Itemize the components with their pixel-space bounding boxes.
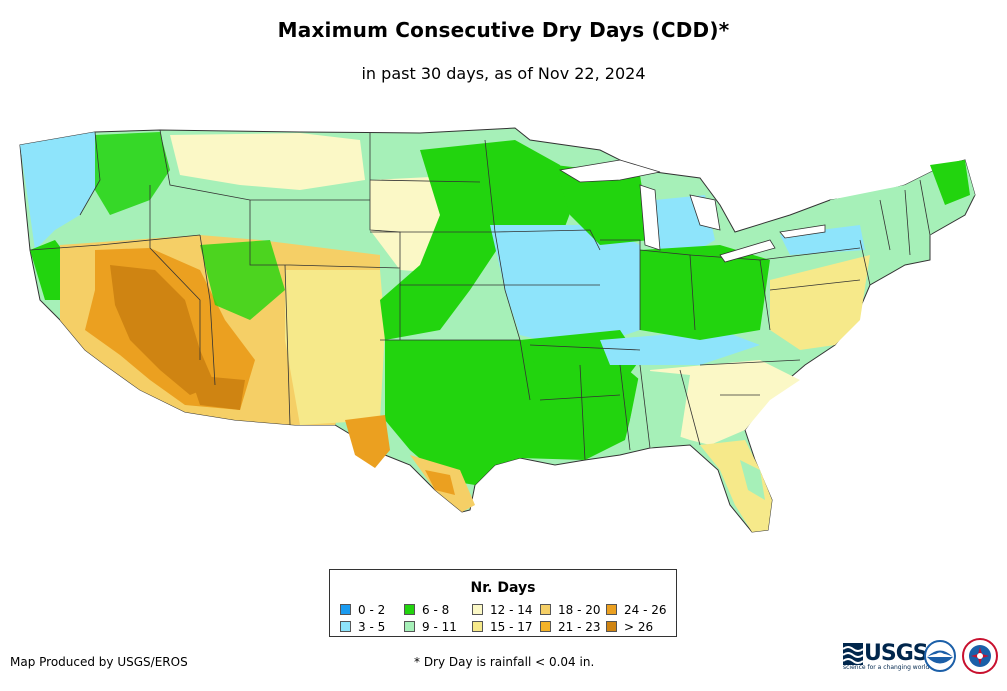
region-florida [700,440,772,532]
lake-erie [719,239,776,263]
legend-label: 9 - 11 [422,620,457,634]
legend-swatch [404,604,415,615]
region-west-tx-orange [345,415,390,468]
region-utah-green [200,240,285,320]
legend-swatch [340,604,351,615]
legend-swatch [340,621,351,632]
usgs-wave-icon [843,643,863,665]
map-subtitle: in past 30 days, as of Nov 22, 2024 [361,64,646,83]
legend-label: 18 - 20 [558,603,601,617]
legend-item-over-26: > 26 [606,620,653,634]
lake-ontario [779,224,826,239]
region-midatlantic-yellow [770,255,870,350]
legend-item-18-20: 18 - 20 [540,603,601,617]
legend-swatch [606,604,617,615]
legend-item-6-8: 6 - 8 [404,603,449,617]
usgs-logo-text: USGS [864,641,929,666]
legend-swatch [472,604,483,615]
region-central-green [380,140,575,340]
region-ohio-green [640,245,770,340]
region-az-darkorange [190,375,245,410]
nws-logo-icon [962,638,998,674]
legend-item-24-26: 24 - 26 [606,603,667,617]
region-maine-green [930,160,970,205]
region-nm-yellow [285,270,385,425]
legend-label: 0 - 2 [358,603,386,617]
region-florida-green [740,460,765,500]
legend-item-3-5: 3 - 5 [340,620,385,634]
legend: Nr. Days 0 - 2 3 - 5 6 - 8 9 - 11 12 - 1… [329,569,677,637]
legend-label: > 26 [624,620,654,634]
producer-credit: Map Produced by USGS/EROS [10,655,188,669]
legend-label: 15 - 17 [490,620,533,634]
legend-item-9-11: 9 - 11 [404,620,457,634]
legend-item-21-23: 21 - 23 [540,620,601,634]
region-southeast-green [630,370,690,448]
legend-label: 3 - 5 [358,620,386,634]
region-southwest-darkorange [110,265,215,395]
legend-item-15-17: 15 - 17 [472,620,533,634]
legend-label: 12 - 14 [490,603,533,617]
legend-label: 24 - 26 [624,603,667,617]
region-idaho-green [95,132,170,215]
legend-swatch [404,621,415,632]
legend-label: 6 - 8 [422,603,450,617]
legend-swatch [540,621,551,632]
dry-day-footnote: * Dry Day is rainfall < 0.04 in. [414,655,595,669]
lake-superior [558,159,661,183]
region-montana-yellow [170,133,365,190]
lake-michigan [639,184,661,251]
legend-swatch [472,621,483,632]
noaa-logo-icon [924,640,956,672]
map-title: Maximum Consecutive Dry Days (CDD)* [277,18,730,42]
usgs-tagline: science for a changing world [843,664,930,671]
region-wisconsin-green [555,165,650,245]
legend-item-0-2: 0 - 2 [340,603,385,617]
state-boundaries [29,129,931,461]
legend-label: 21 - 23 [558,620,601,634]
legend-item-12-14: 12 - 14 [472,603,533,617]
legend-swatch [540,604,551,615]
legend-title: Nr. Days [470,580,536,596]
region-pacific-nw [20,132,100,250]
region-ohio-blue [600,330,760,365]
cdd-map [19,127,976,533]
legend-swatch [606,621,617,632]
region-south-tx-orange [425,470,455,495]
lake-huron [689,194,721,231]
